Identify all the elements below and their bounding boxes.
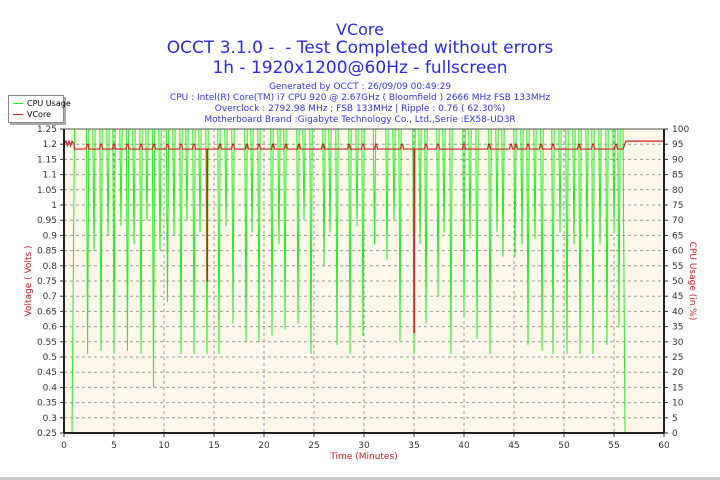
x-tick-label: 25	[308, 441, 319, 451]
legend-label: CPU Usage	[27, 99, 71, 108]
y2-tick-label: 20	[672, 368, 684, 378]
y-tick-label: 1.15	[37, 155, 57, 165]
info-cpu: CPU : Intel(R) Core(TM) i7 CPU 920 @ 2.6…	[169, 93, 551, 103]
y2-tick-label: 95	[672, 140, 683, 150]
y-tick-label: 1.1	[43, 171, 57, 181]
y-tick-label: 0.6	[43, 323, 58, 333]
chart-subtitle: OCCT 3.1.0 - - Test Completed without er…	[166, 38, 554, 58]
x-tick-label: 0	[61, 441, 67, 451]
y-tick-label: 0.85	[37, 247, 57, 257]
y-tick-label: 1	[51, 201, 57, 211]
y-tick-label: 1.25	[37, 125, 57, 135]
y2-tick-label: 15	[672, 383, 683, 393]
y-tick-label: 0.7	[43, 292, 57, 302]
y-tick-label: 1.05	[37, 186, 57, 196]
y-tick-label: 0.8	[43, 262, 58, 272]
legend: CPU Usage VCore	[8, 95, 71, 123]
y2-tick-label: 80	[672, 186, 684, 196]
y2-tick-label: 65	[672, 231, 683, 241]
y2-tick-label: 85	[672, 171, 683, 181]
y2-tick-label: 55	[672, 262, 683, 272]
legend-item-vcore: VCore	[13, 109, 51, 120]
y-tick-label: 0.95	[37, 216, 57, 226]
info-generated: Generated by OCCT : 26/09/09 00:49:29	[268, 82, 452, 92]
x-tick-label: 50	[558, 441, 570, 451]
x-tick-label: 20	[258, 441, 270, 451]
y2-axis-label: CPU Usage (in %)	[687, 242, 697, 321]
y2-tick-label: 60	[672, 247, 684, 257]
y2-tick-label: 30	[672, 338, 684, 348]
y2-tick-label: 25	[672, 353, 683, 363]
y2-tick-label: 0	[672, 429, 678, 439]
chart-title: VCore	[336, 20, 384, 39]
y2-tick-label: 50	[672, 277, 684, 287]
y2-tick-label: 10	[672, 399, 684, 409]
y-tick-label: 0.3	[43, 414, 57, 424]
y-tick-label: 0.55	[37, 338, 57, 348]
y2-tick-label: 5	[672, 414, 678, 424]
y2-tick-label: 90	[672, 155, 684, 165]
y-tick-label: 0.4	[43, 383, 58, 393]
y2-tick-label: 40	[672, 307, 684, 317]
y-tick-label: 0.9	[43, 231, 58, 241]
y-tick-label: 0.5	[43, 353, 57, 363]
y2-tick-label: 70	[672, 216, 684, 226]
y2-tick-label: 100	[672, 125, 689, 135]
x-tick-label: 5	[111, 441, 117, 451]
x-tick-label: 55	[608, 441, 619, 451]
x-axis-label: Time (Minutes)	[329, 452, 397, 462]
legend-item-cpu-usage: CPU Usage	[13, 98, 71, 109]
vcore-line	[63, 139, 664, 334]
cpu-usage-line	[64, 129, 664, 433]
y-tick-label: 1.2	[43, 140, 57, 150]
x-tick-label: 45	[508, 441, 519, 451]
y-tick-label: 0.75	[37, 277, 57, 287]
y2-tick-label: 35	[672, 323, 683, 333]
y-tick-label: 0.65	[37, 307, 57, 317]
x-tick-label: 30	[358, 441, 370, 451]
x-tick-label: 40	[458, 441, 470, 451]
y-tick-label: 0.45	[37, 368, 57, 378]
x-tick-label: 15	[208, 441, 219, 451]
y-tick-label: 0.25	[37, 429, 57, 439]
y-axis-label: Voltage ( Volts )	[24, 245, 34, 316]
y-tick-label: 0.35	[37, 399, 57, 409]
info-overclock: Overclock : 2792.98 MHz ; FSB 133MHz | R…	[214, 104, 506, 114]
legend-swatch-vcore	[13, 114, 23, 115]
x-tick-label: 10	[158, 441, 170, 451]
legend-label: VCore	[27, 110, 51, 119]
legend-swatch-cpu	[13, 103, 23, 104]
bottom-divider	[0, 477, 720, 480]
y2-tick-label: 75	[672, 201, 683, 211]
x-tick-label: 60	[658, 441, 670, 451]
chart-mode: 1h - 1920x1200@60Hz - fullscreen	[212, 58, 508, 78]
x-tick-label: 35	[408, 441, 419, 451]
y2-tick-label: 45	[672, 292, 683, 302]
info-motherboard: Motherboard Brand :Gigabyte Technology C…	[204, 115, 516, 125]
